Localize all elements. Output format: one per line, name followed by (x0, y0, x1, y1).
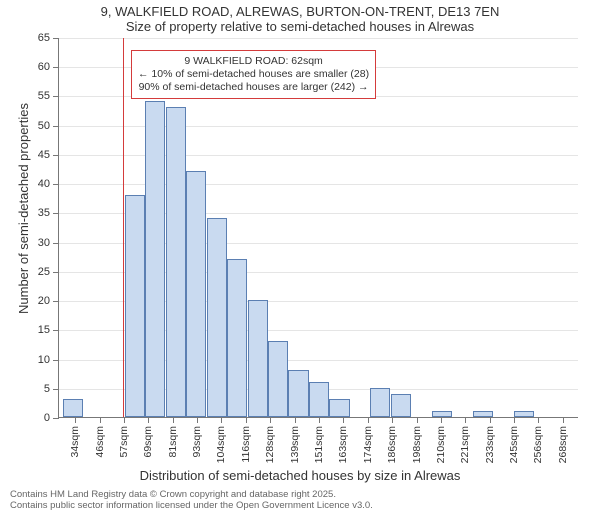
footer-line1: Contains HM Land Registry data © Crown c… (10, 489, 600, 500)
histogram-bar (370, 388, 390, 417)
ytick-label: 35 (20, 207, 50, 219)
histogram-bar (514, 411, 534, 417)
x-axis-label: Distribution of semi-detached houses by … (0, 468, 600, 483)
ytick-label: 45 (20, 149, 50, 161)
xtick-label: 34sqm (69, 426, 81, 458)
annotation-box: 9 WALKFIELD ROAD: 62sqm← 10% of semi-det… (131, 50, 376, 99)
title-line1: 9, WALKFIELD ROAD, ALREWAS, BURTON-ON-TR… (0, 4, 600, 19)
histogram-bar (268, 341, 288, 417)
ytick-label: 50 (20, 120, 50, 132)
xtick-label: 93sqm (191, 426, 203, 458)
histogram-bar (125, 195, 145, 417)
title-line2: Size of property relative to semi-detach… (0, 19, 600, 34)
ytick-label: 0 (20, 412, 50, 424)
chart-area: 0510152025303540455055606534sqm46sqm57sq… (58, 38, 578, 418)
histogram-bar (391, 394, 411, 417)
histogram-bar (329, 399, 349, 417)
ytick-label: 5 (20, 383, 50, 395)
footer-line2: Contains public sector information licen… (10, 500, 600, 511)
ytick-label: 10 (20, 354, 50, 366)
histogram-bar (248, 300, 268, 417)
annotation-line: 90% of semi-detached houses are larger (… (138, 81, 369, 94)
xtick-label: 104sqm (215, 426, 227, 463)
ytick-label: 40 (20, 178, 50, 190)
histogram-bar (227, 259, 247, 417)
xtick-label: 210sqm (435, 426, 447, 463)
footer: Contains HM Land Registry data © Crown c… (10, 489, 600, 512)
xtick-label: 174sqm (362, 426, 374, 463)
histogram-bar (288, 370, 308, 417)
xtick-label: 128sqm (264, 426, 276, 463)
xtick-label: 268sqm (557, 426, 569, 463)
ytick-label: 25 (20, 266, 50, 278)
xtick-label: 198sqm (411, 426, 423, 463)
histogram-bar (309, 382, 329, 417)
annotation-line: 9 WALKFIELD ROAD: 62sqm (138, 55, 369, 68)
xtick-label: 245sqm (508, 426, 520, 463)
xtick-label: 163sqm (337, 426, 349, 463)
ytick-label: 20 (20, 295, 50, 307)
histogram-bar (63, 399, 83, 417)
ytick-label: 60 (20, 61, 50, 73)
marker-line (123, 38, 124, 417)
histogram-bar (166, 107, 186, 417)
xtick-label: 116sqm (240, 426, 252, 463)
xtick-label: 151sqm (313, 426, 325, 463)
xtick-label: 233sqm (484, 426, 496, 463)
annotation-line: ← 10% of semi-detached houses are smalle… (138, 68, 369, 81)
xtick-label: 57sqm (118, 426, 130, 458)
histogram-bar (207, 218, 227, 417)
xtick-label: 46sqm (94, 426, 106, 458)
histogram-plot: 0510152025303540455055606534sqm46sqm57sq… (58, 38, 578, 418)
xtick-label: 81sqm (167, 426, 179, 458)
xtick-label: 69sqm (142, 426, 154, 458)
xtick-label: 139sqm (289, 426, 301, 463)
ytick-label: 15 (20, 324, 50, 336)
xtick-label: 256sqm (532, 426, 544, 463)
histogram-bar (186, 171, 206, 417)
ytick-label: 30 (20, 237, 50, 249)
xtick-label: 186sqm (386, 426, 398, 463)
xtick-label: 221sqm (459, 426, 471, 463)
ytick-label: 55 (20, 90, 50, 102)
histogram-bar (145, 101, 165, 417)
ytick-label: 65 (20, 32, 50, 44)
